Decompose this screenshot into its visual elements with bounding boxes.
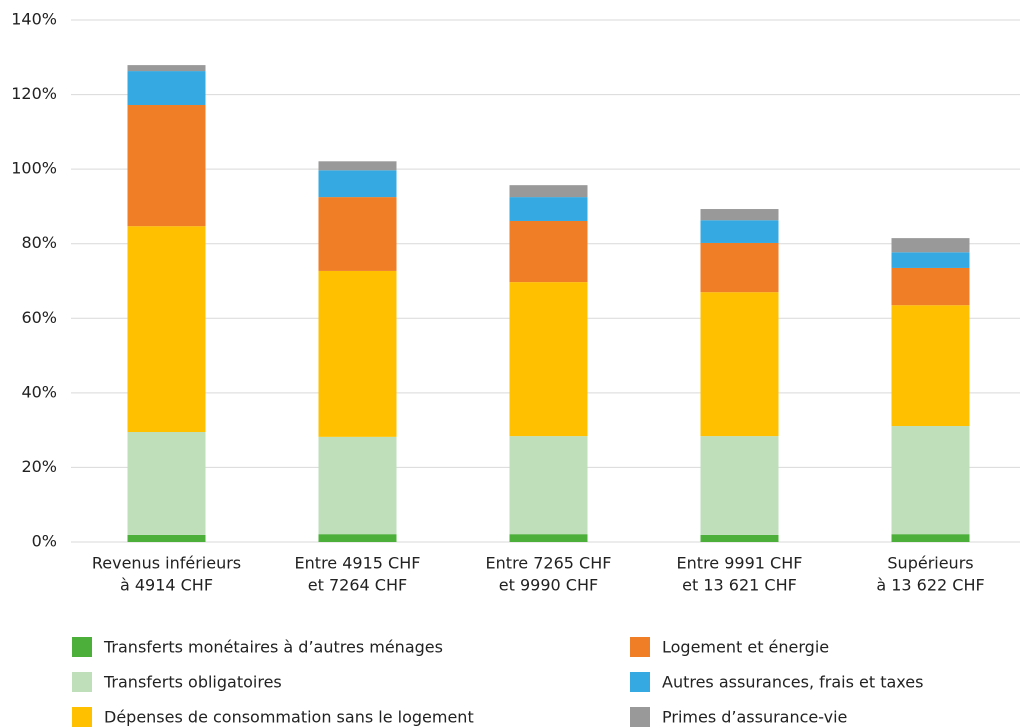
bar-segment [891,267,970,306]
legend-swatch [72,637,92,657]
x-tick-label: et 7264 CHF [308,576,407,595]
bar-segment [509,220,588,283]
y-tick-label: 60% [21,308,57,327]
legend-label: Dépenses de consommation sans le logemen… [104,708,474,727]
bar-segment [127,71,206,106]
y-tick-label: 0% [32,532,57,551]
y-tick-label: 80% [21,233,57,252]
legend-label: Autres assurances, frais et taxes [662,673,923,692]
bar-segment [509,185,588,198]
legend-swatch [72,707,92,727]
bar-segment [127,432,206,535]
x-tick-label: Entre 9991 CHF [677,554,803,573]
bar-segment [700,436,779,535]
bar-segment [700,220,779,243]
bar-segment [891,305,970,427]
bar-segment [700,209,779,221]
bar-segment [127,226,206,433]
x-tick-label: Revenus inférieurs [92,554,241,573]
bar-segment [509,436,588,535]
legend-label: Transferts obligatoires [103,673,282,692]
bar-segment [318,436,397,535]
x-tick-label: à 4914 CHF [120,576,213,595]
bar-segment [127,534,206,542]
legend-swatch [630,672,650,692]
y-tick-label: 40% [21,382,57,401]
legend-swatch [630,707,650,727]
x-tick-label: à 13 622 CHF [876,576,984,595]
legend-swatch [630,637,650,657]
bar-segment [700,242,779,293]
bar-segment [700,292,779,437]
bar-segment [891,238,970,253]
bar-segment [891,426,970,535]
x-tick-label: et 9990 CHF [499,576,598,595]
x-tick-label: Supérieurs [887,554,973,573]
bar-segment [318,197,397,271]
bar-segment [509,282,588,437]
x-tick-label: et 13 621 CHF [682,576,797,595]
y-tick-label: 140% [11,10,57,29]
y-tick-label: 100% [11,159,57,178]
bar-segment [318,161,397,171]
bar-segment [700,534,779,542]
bar-segment [318,270,397,437]
legend-label: Transferts monétaires à d’autres ménages [103,638,443,657]
bar-segment [509,197,588,221]
bar-segment [509,534,588,542]
y-tick-label: 120% [11,84,57,103]
y-tick-label: 20% [21,457,57,476]
x-tick-label: Entre 4915 CHF [295,554,421,573]
x-tick-label: Entre 7265 CHF [486,554,612,573]
legend-swatch [72,672,92,692]
bar-segment [127,65,206,72]
bar-segment [318,534,397,542]
legend-label: Primes d’assurance-vie [662,708,847,727]
bar-segment [318,170,397,198]
legend-label: Logement et énergie [662,638,829,657]
bar-segment [127,105,206,227]
bar-segment [891,534,970,542]
bar-segment [891,252,970,268]
